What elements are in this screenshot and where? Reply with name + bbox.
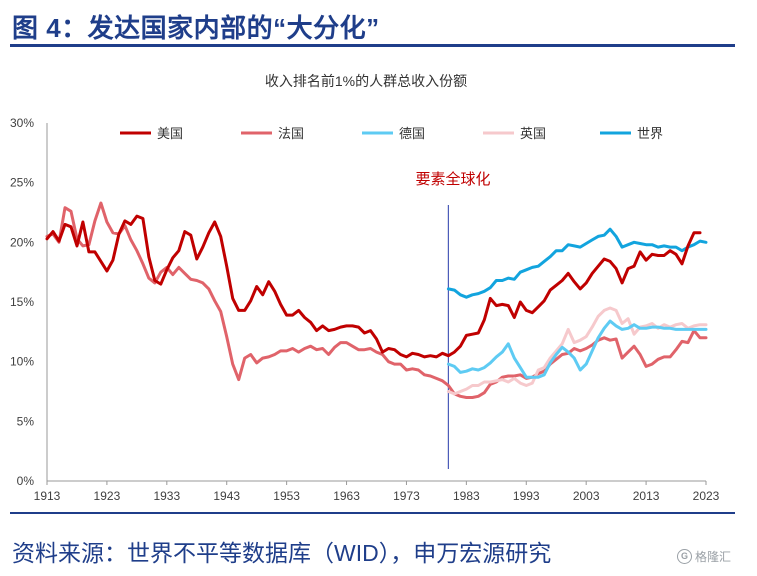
y-tick-label: 30% <box>10 116 34 130</box>
watermark-logo-icon: G <box>676 549 692 564</box>
globalization-annotation: 要素全球化 <box>415 170 490 188</box>
series-line-3 <box>446 319 708 379</box>
y-tick-label: 5% <box>17 414 35 428</box>
y-tick-label: 25% <box>10 176 34 190</box>
figure-title: 图 4：发达国家内部的“大分化” <box>12 13 380 43</box>
x-tick-label: 1973 <box>393 489 420 503</box>
x-tick-label: 1983 <box>453 489 480 503</box>
x-tick-label: 2023 <box>693 489 720 503</box>
line-chart: 收入排名前1%的人群总收入份额 0% 5% 10% 15% 20% 25% 30% 1913 19… <box>10 73 720 503</box>
x-tick-label: 1993 <box>513 489 540 503</box>
x-tick-label: 2013 <box>633 489 660 503</box>
x-tick-label: 1913 <box>34 489 61 503</box>
series-line-5 <box>446 227 708 299</box>
legend-label: 美国 <box>157 126 183 141</box>
x-tick-label: 1963 <box>333 489 360 503</box>
watermark-text: 格隆汇 <box>694 550 731 564</box>
legend-label: 世界 <box>637 126 663 141</box>
y-tick-label: 10% <box>10 355 34 369</box>
y-tick-label: 15% <box>10 295 34 309</box>
series-line-4 <box>446 306 708 396</box>
x-tick-label: 1953 <box>273 489 300 503</box>
y-tick-label: 0% <box>17 474 35 488</box>
x-tick-label: 1943 <box>213 489 240 503</box>
source-note: 资料来源：世界不平等数据库（WID），申万宏源研究 <box>12 540 552 566</box>
x-tick-label: 1933 <box>153 489 180 503</box>
figure-header: 图 4：发达国家内部的“大分化” <box>10 6 735 47</box>
y-tick-label: 20% <box>10 235 34 249</box>
watermark: G 格隆汇 <box>676 548 731 565</box>
series-line-1 <box>45 214 702 359</box>
legend-label: 德国 <box>399 126 425 141</box>
x-tick-label: 2003 <box>573 489 600 503</box>
legend-label: 法国 <box>278 126 304 141</box>
figure-footer: 资料来源：世界不平等数据库（WID），申万宏源研究 G 格隆汇 <box>10 512 735 576</box>
x-tick-label: 1923 <box>94 489 121 503</box>
chart-title: 收入排名前1%的人群总收入份额 <box>265 73 467 89</box>
legend-label: 英国 <box>520 126 546 141</box>
